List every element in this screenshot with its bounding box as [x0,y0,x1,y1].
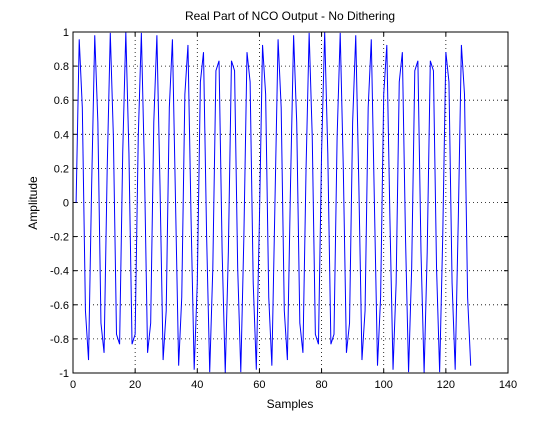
x-tick-label: 40 [191,379,203,391]
y-tick-label: 0.8 [54,61,69,73]
y-tick-label: -0.4 [50,266,69,278]
chart-title: Real Part of NCO Output - No Dithering [185,9,395,23]
x-tick-label: 0 [70,379,76,391]
x-tick-label: 60 [253,379,265,391]
x-tick-label: 100 [375,379,393,391]
y-tick-label: 0.4 [54,129,69,141]
y-tick-label: -1 [59,368,69,380]
y-tick-label: -0.8 [50,334,69,346]
y-axis-label: Amplitude [26,176,40,230]
x-tick-label: 140 [499,379,517,391]
x-tick-label: 120 [437,379,455,391]
x-tick-label: 80 [315,379,327,391]
data-line [75,31,472,374]
x-tick-label: 20 [129,379,141,391]
y-tick-label: -0.2 [50,232,69,244]
y-tick-label: 0.2 [54,163,69,175]
y-tick-label: 1 [63,27,69,39]
x-axis-label: Samples [267,397,314,411]
y-tick-label: 0 [63,198,69,210]
y-tick-label: -0.6 [50,300,69,312]
plot-frame [72,31,509,374]
y-tick-label: 0.6 [54,95,69,107]
